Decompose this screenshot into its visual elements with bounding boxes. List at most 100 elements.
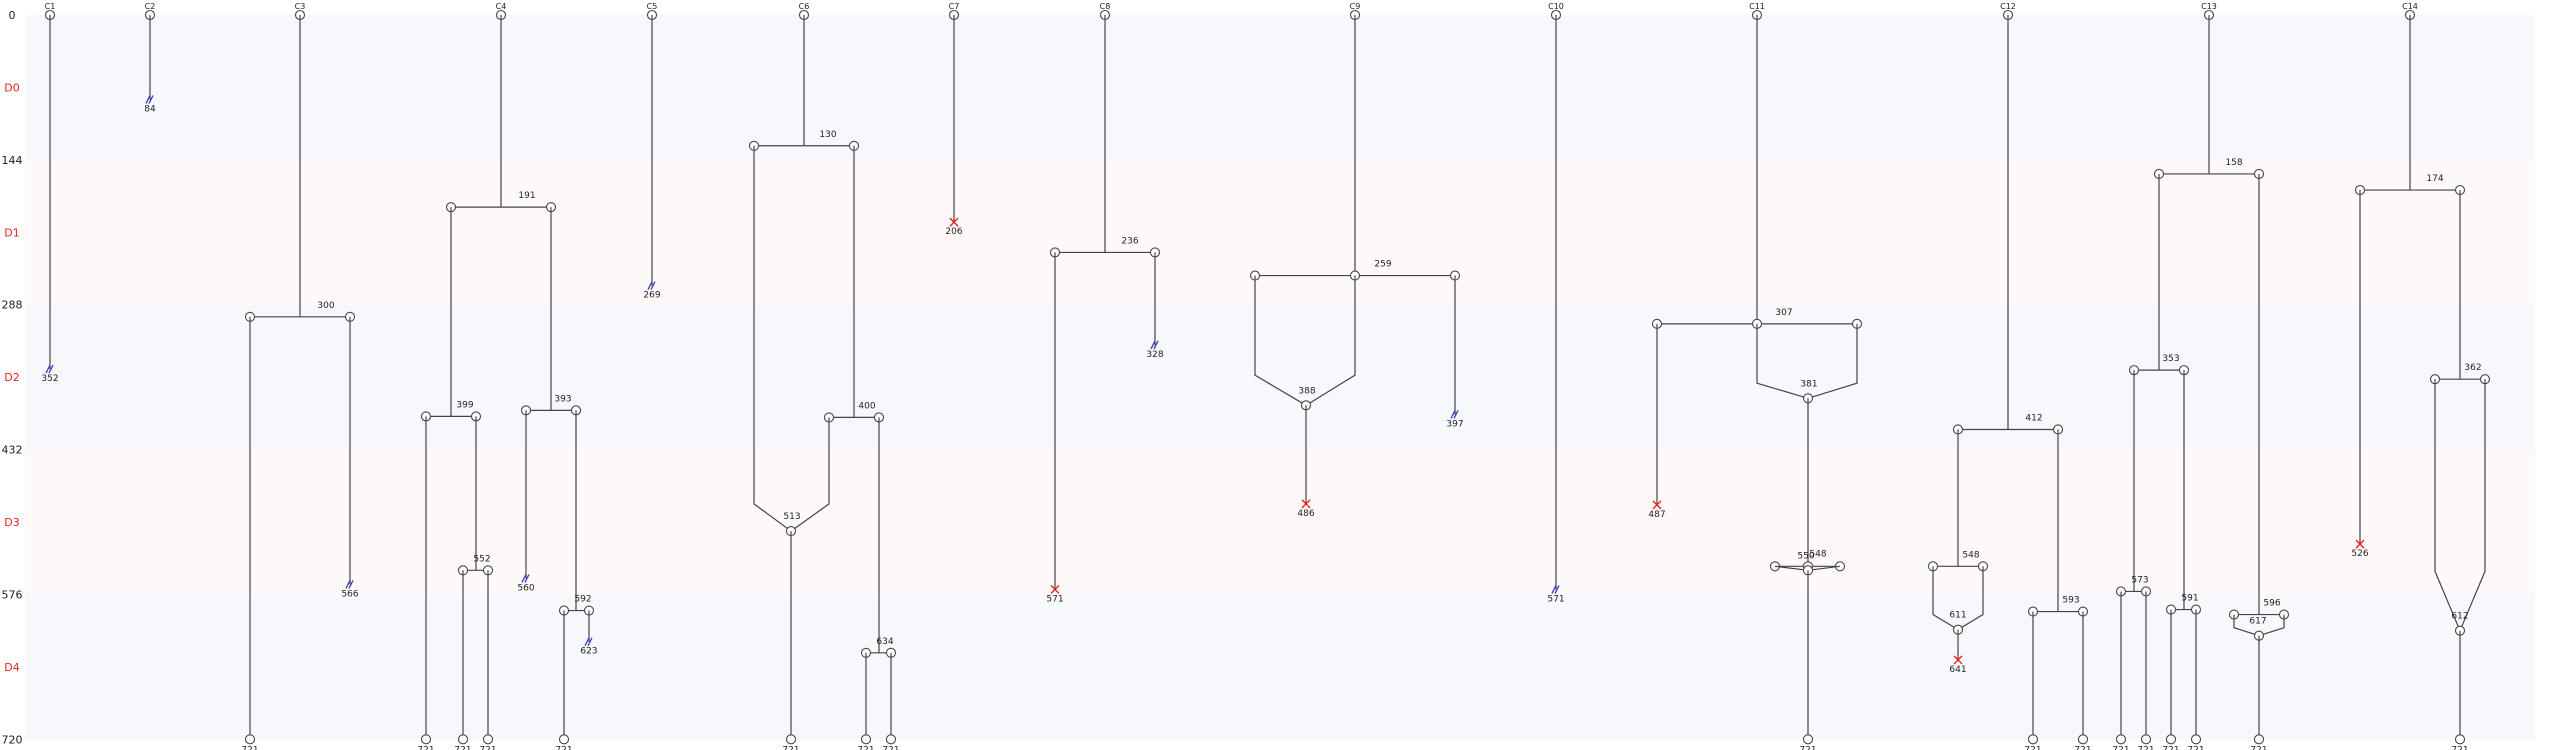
band-label: D1 bbox=[4, 226, 19, 239]
y-tick-label: 720 bbox=[2, 733, 23, 746]
branch-time-label: 548 bbox=[1809, 549, 1826, 559]
leaf-node[interactable] bbox=[482, 734, 494, 745]
end-time-label: 566 bbox=[341, 589, 358, 599]
censor-mark bbox=[521, 574, 530, 583]
column-label: C5 bbox=[647, 2, 658, 11]
edge bbox=[1807, 565, 1841, 571]
censor-mark bbox=[1551, 585, 1560, 594]
censor-mark bbox=[1450, 410, 1459, 419]
branch-time-label: 130 bbox=[819, 130, 836, 140]
branch-time-label: 573 bbox=[2131, 575, 2148, 585]
edge bbox=[790, 417, 830, 532]
end-time-label: 721 bbox=[2250, 745, 2267, 750]
censor-mark bbox=[1150, 340, 1159, 350]
branch-time-label: 388 bbox=[1298, 386, 1315, 396]
branch-time-label: 550 bbox=[1797, 551, 1814, 561]
death-mark bbox=[949, 217, 959, 227]
branch-time-label: 307 bbox=[1775, 308, 1792, 318]
branch-time-label: 612 bbox=[2451, 612, 2468, 622]
edge bbox=[1774, 565, 1809, 571]
branch-time-label: 236 bbox=[1121, 236, 1138, 246]
column-label: C7 bbox=[949, 2, 960, 11]
column-label: C11 bbox=[1749, 2, 1765, 11]
column-label: C14 bbox=[2402, 2, 2418, 11]
leaf-node[interactable] bbox=[2454, 734, 2466, 745]
death-mark bbox=[2355, 539, 2365, 549]
death-mark bbox=[1953, 655, 1963, 665]
leaf-node[interactable] bbox=[2077, 734, 2089, 745]
column-label: C4 bbox=[496, 2, 507, 11]
band-label: D4 bbox=[4, 661, 19, 674]
branch-time-label: 592 bbox=[574, 595, 591, 605]
depth-band bbox=[25, 594, 2535, 740]
end-time-label: 721 bbox=[782, 745, 799, 750]
leaf-node[interactable] bbox=[457, 734, 469, 745]
y-tick-label: 432 bbox=[2, 444, 23, 457]
end-time-label: 721 bbox=[2074, 745, 2091, 750]
branch-time-label: 617 bbox=[2249, 617, 2266, 627]
leaf-node[interactable] bbox=[420, 734, 432, 745]
end-time-label: 623 bbox=[580, 647, 597, 657]
end-time-label: 721 bbox=[2451, 745, 2468, 750]
branch-time-label: 412 bbox=[2025, 413, 2042, 423]
end-time-label: 721 bbox=[555, 745, 572, 750]
end-time-label: 486 bbox=[1297, 509, 1314, 519]
column-label: C3 bbox=[295, 2, 306, 11]
column-label: C13 bbox=[2201, 2, 2217, 11]
end-time-label: 721 bbox=[2187, 745, 2204, 750]
end-time-label: 721 bbox=[2162, 745, 2179, 750]
end-time-label: 571 bbox=[1046, 594, 1063, 604]
column-label: C1 bbox=[45, 2, 56, 11]
depth-band bbox=[25, 304, 2535, 450]
end-time-label: 328 bbox=[1146, 350, 1163, 360]
leaf-node[interactable] bbox=[2027, 734, 2039, 745]
end-time-label: 560 bbox=[517, 583, 534, 593]
leaf-node[interactable] bbox=[2140, 734, 2152, 745]
leaf-node[interactable] bbox=[2165, 734, 2177, 745]
branch-time-label: 513 bbox=[783, 512, 800, 522]
depth-band bbox=[25, 15, 2535, 160]
end-time-label: 721 bbox=[2112, 745, 2129, 750]
branch-time-label: 174 bbox=[2426, 174, 2443, 184]
censor-mark bbox=[584, 637, 593, 647]
y-tick-label: 576 bbox=[2, 588, 23, 601]
edge bbox=[2434, 379, 2461, 631]
end-time-label: 721 bbox=[1799, 745, 1816, 750]
leaf-node[interactable] bbox=[2253, 734, 2265, 745]
y-tick-label: 0 bbox=[9, 9, 16, 22]
censor-mark bbox=[647, 281, 656, 290]
leaf-node[interactable] bbox=[558, 734, 570, 745]
censor-mark bbox=[45, 364, 54, 374]
leaf-node[interactable] bbox=[885, 734, 897, 745]
leaf-node[interactable] bbox=[860, 734, 872, 745]
branch-time-label: 611 bbox=[1949, 611, 1966, 621]
branch-time-label: 353 bbox=[2162, 354, 2179, 364]
edge bbox=[1756, 323, 1809, 399]
branch-time-label: 381 bbox=[1800, 379, 1817, 389]
branch-time-label: 158 bbox=[2225, 158, 2242, 168]
branch-time-label: 393 bbox=[554, 394, 571, 404]
end-time-label: 721 bbox=[882, 745, 899, 750]
branch-time-label: 362 bbox=[2464, 363, 2481, 373]
leaf-node[interactable] bbox=[244, 734, 256, 745]
end-time-label: 721 bbox=[454, 745, 471, 750]
band-label: D3 bbox=[4, 516, 19, 529]
leaf-node[interactable] bbox=[2115, 734, 2127, 745]
edge bbox=[2258, 614, 2285, 637]
end-time-label: 269 bbox=[643, 291, 660, 301]
end-time-label: 352 bbox=[41, 374, 58, 384]
edge bbox=[1807, 323, 1858, 399]
column-label: C10 bbox=[1548, 2, 1564, 11]
branch-time-label: 399 bbox=[456, 400, 473, 410]
branch-time-label: 634 bbox=[876, 637, 893, 647]
depth-band bbox=[25, 449, 2535, 595]
branch-time-label: 259 bbox=[1374, 260, 1391, 270]
branch-time-label: 548 bbox=[1962, 550, 1979, 560]
branch-time-label: 552 bbox=[473, 554, 490, 564]
y-tick-label: 288 bbox=[2, 299, 23, 312]
end-time-label: 206 bbox=[945, 227, 962, 237]
leaf-node[interactable] bbox=[1802, 734, 1814, 745]
leaf-node[interactable] bbox=[2190, 734, 2202, 745]
leaf-node[interactable] bbox=[785, 734, 797, 745]
